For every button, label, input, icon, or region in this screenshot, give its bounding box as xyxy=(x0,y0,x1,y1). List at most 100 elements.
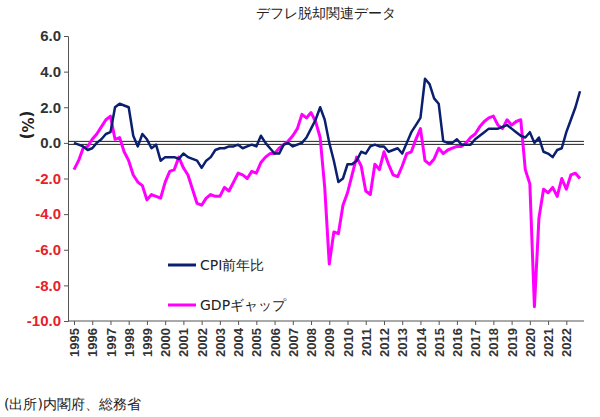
y-tick-mark xyxy=(64,321,68,322)
x-tick: 2021 xyxy=(541,321,556,357)
legend-label: CPI前年比 xyxy=(200,257,264,273)
x-tick-label: 2000 xyxy=(158,328,173,357)
x-tick: 2000 xyxy=(158,321,173,357)
series-line xyxy=(74,113,580,307)
y-tick: 4.0 xyxy=(40,63,68,80)
x-tick-label: 2017 xyxy=(468,328,483,357)
zero-line xyxy=(68,141,584,142)
x-tick: 2020 xyxy=(523,321,538,357)
y-tick: 6.0 xyxy=(40,27,68,44)
y-tick-label: -2.0 xyxy=(35,170,61,187)
x-tick: 2019 xyxy=(505,321,520,357)
x-tick: 2014 xyxy=(414,321,429,357)
x-tick-label: 2012 xyxy=(377,328,392,357)
x-tick-mark xyxy=(311,321,312,325)
x-tick-label: 2003 xyxy=(213,328,228,357)
x-tick-label: 1997 xyxy=(104,328,119,357)
x-tick-mark xyxy=(366,321,367,325)
x-tick: 2005 xyxy=(249,321,264,357)
x-tick-label: 1995 xyxy=(67,328,82,357)
x-tick-mark xyxy=(402,321,403,325)
x-tick-label: 2022 xyxy=(559,328,574,357)
y-tick-mark xyxy=(64,72,68,73)
x-tick-mark xyxy=(329,321,330,325)
zero-line xyxy=(68,144,584,145)
y-tick-label: -6.0 xyxy=(35,241,61,258)
plot-lines xyxy=(74,79,580,307)
x-axis: 19951996 19971998199920002001 200220032004… xyxy=(67,321,584,357)
x-tick: 2009 xyxy=(322,321,337,357)
y-tick: -10.0 xyxy=(27,312,68,329)
x-tick-label: 2016 xyxy=(450,328,465,357)
x-tick-mark xyxy=(512,321,513,325)
chart: デフレ脱却関連データ -10.0 -8.0 -6.0 -4.0 -2.0 0.0 2.0 4.0… xyxy=(0,0,600,417)
x-tick: 2017 xyxy=(468,321,483,357)
x-tick: 2010 xyxy=(341,321,356,357)
x-tick-mark xyxy=(220,321,221,325)
y-tick-mark xyxy=(64,107,68,108)
legend-swatch xyxy=(168,304,196,307)
x-tick-mark xyxy=(165,321,166,325)
y-tick-mark xyxy=(64,214,68,215)
x-tick-label: 2018 xyxy=(486,328,501,357)
x-tick-label: 2010 xyxy=(341,328,356,357)
x-tick-label: 2007 xyxy=(286,328,301,357)
x-tick: 2004 xyxy=(231,321,246,357)
x-tick: 2003 xyxy=(213,321,228,357)
x-tick-label: 2001 xyxy=(176,328,191,357)
x-tick-mark xyxy=(202,321,203,325)
x-tick-mark xyxy=(457,321,458,325)
y-tick: 2.0 xyxy=(40,99,68,116)
x-tick: 2007 xyxy=(286,321,301,357)
x-tick-mark xyxy=(275,321,276,325)
legend: CPI前年比 GDPギャップ xyxy=(168,257,287,313)
x-tick-mark xyxy=(384,321,385,325)
x-tick-mark xyxy=(147,321,148,325)
legend-label: GDPギャップ xyxy=(200,297,287,313)
x-tick: 2012 xyxy=(377,321,392,357)
x-tick-label: 1998 xyxy=(122,328,137,357)
x-tick-label: 2015 xyxy=(432,328,447,357)
legend-swatch xyxy=(168,264,196,267)
x-tick: 2006 xyxy=(268,321,283,357)
x-tick-mark xyxy=(110,321,111,325)
y-tick-label: -4.0 xyxy=(35,205,61,222)
y-tick: -6.0 xyxy=(35,241,68,258)
x-tick: 2001 xyxy=(176,321,191,357)
x-tick-mark xyxy=(129,321,130,325)
x-tick-label: 2020 xyxy=(523,328,538,357)
x-axis-line xyxy=(68,321,584,322)
y-axis-title: (%) xyxy=(18,111,36,140)
x-tick-mark xyxy=(566,321,567,325)
x-tick-label: 2008 xyxy=(304,328,319,357)
x-tick-mark xyxy=(548,321,549,325)
x-tick: 2013 xyxy=(395,321,410,357)
title: デフレ脱却関連データ xyxy=(256,5,396,21)
x-tick: 2018 xyxy=(486,321,501,357)
x-tick: 2011 xyxy=(359,321,374,356)
x-tick-label: 2002 xyxy=(195,328,210,357)
x-tick-label: 2011 xyxy=(359,328,374,356)
x-tick-label: 2006 xyxy=(268,328,283,357)
y-tick-label: 0.0 xyxy=(40,134,61,151)
x-tick: 1996 xyxy=(85,321,100,357)
x-tick-label: 2005 xyxy=(249,328,264,357)
x-tick: 2015 xyxy=(432,321,447,357)
x-tick-mark xyxy=(293,321,294,325)
x-tick-mark xyxy=(92,321,93,325)
y-tick-label: 6.0 xyxy=(40,27,61,44)
x-tick-mark xyxy=(348,321,349,325)
y-axis-line xyxy=(64,37,69,322)
y-tick: -8.0 xyxy=(35,277,68,294)
y-tick: -4.0 xyxy=(35,205,68,222)
y-tick-mark xyxy=(64,250,68,251)
x-tick: 1995 xyxy=(67,321,82,357)
x-tick-mark xyxy=(238,321,239,325)
y-axis: -10.0 -8.0 -6.0 -4.0 -2.0 0.0 2.0 4.0 6.0 xyxy=(27,27,69,329)
x-tick-label: 1999 xyxy=(140,328,155,357)
x-tick-mark xyxy=(439,321,440,325)
y-tick-mark xyxy=(64,285,68,286)
x-tick-mark xyxy=(475,321,476,325)
x-tick-mark xyxy=(493,321,494,325)
x-tick-label: 2004 xyxy=(231,327,246,357)
